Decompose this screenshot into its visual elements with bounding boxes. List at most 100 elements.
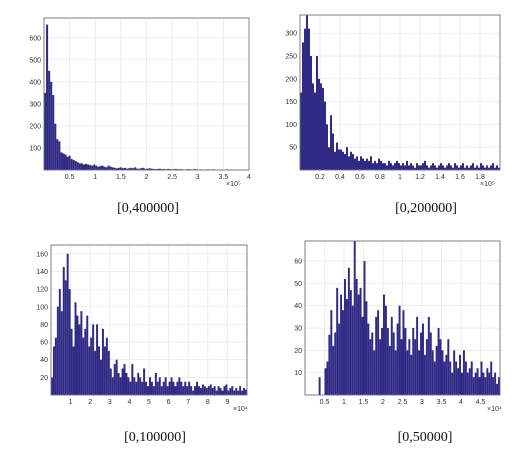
histogram-bar (464, 361, 467, 395)
histogram-bar (402, 163, 404, 170)
histogram-bar (156, 381, 159, 395)
histogram-bar (150, 168, 153, 170)
histogram-bar (131, 364, 134, 395)
histogram-bar (125, 372, 128, 395)
histogram-bar (369, 339, 372, 395)
histogram-bar (406, 160, 408, 170)
histogram-bar (424, 160, 426, 170)
x-tick-label: 3 (196, 174, 200, 181)
histogram-bar (241, 390, 244, 395)
histogram-bar (100, 359, 102, 395)
histogram-bar (172, 381, 175, 395)
histogram-bar (158, 377, 161, 395)
histogram-bar (56, 139, 59, 170)
histogram-panel-3: 1 2 3 4 5 6 7 8 9 ×10⁴ 20 40 60 80 100 120 140 160 [0,1000… (36, 244, 248, 445)
histogram-bar (362, 158, 364, 170)
histogram-bar (186, 386, 189, 395)
histogram-bar (455, 361, 458, 395)
histogram-bar (451, 372, 454, 395)
histogram-bar (312, 83, 314, 170)
histogram-bar (193, 169, 196, 170)
histogram-bar (245, 389, 247, 395)
histogram-bar (492, 163, 494, 170)
histogram-bar (143, 368, 146, 395)
y-tick-label: 150 (285, 99, 297, 106)
y-tick-label: 80 (40, 322, 48, 329)
histogram-bar (464, 167, 466, 170)
histogram-bar (432, 163, 434, 170)
histogram-bar (187, 169, 190, 170)
histogram-bar (119, 377, 122, 395)
histogram-bar (496, 165, 498, 170)
histogram-bar (194, 386, 197, 395)
histogram-bar (440, 163, 442, 170)
histogram-bar (68, 289, 71, 395)
histogram-bar (225, 384, 228, 395)
histogram-bar (406, 350, 409, 395)
histogram-bar (374, 160, 376, 170)
histogram-bar (138, 168, 141, 170)
histogram-bar (207, 386, 210, 395)
x-tick-label: 0.8 (375, 174, 385, 181)
histogram-bar (456, 165, 458, 170)
histogram-bar (368, 160, 370, 170)
histogram-bar (94, 350, 97, 395)
histogram-bar (410, 354, 413, 395)
histogram-bar (92, 324, 95, 395)
histogram-bar (414, 339, 417, 395)
histogram-bar (88, 346, 91, 395)
histogram-bar (196, 381, 198, 395)
histogram-bar (46, 24, 49, 170)
histogram-bar (314, 92, 316, 170)
histogram-bar (324, 368, 327, 395)
y-tick-label: 200 (29, 123, 41, 130)
histogram-bar (363, 261, 366, 395)
histogram-bar (123, 364, 126, 395)
histogram-bar (54, 337, 57, 395)
histogram-bar (383, 294, 385, 395)
histogram-bar (476, 368, 479, 395)
histogram-bar (334, 151, 336, 170)
y-tick-label: 120 (36, 287, 48, 294)
histogram-bar (328, 147, 330, 170)
histogram-bar (418, 350, 421, 395)
histogram-bar (488, 372, 491, 395)
panel-caption: [0,400000] (117, 201, 179, 216)
histogram-bar (318, 78, 320, 170)
histogram-bar (412, 165, 414, 170)
histogram-bar (371, 332, 374, 395)
histogram-bar (334, 332, 337, 395)
histogram-bar (476, 165, 478, 170)
histogram-bar (90, 337, 93, 395)
histogram-bar (52, 95, 55, 170)
y-tick-label: 160 (36, 251, 48, 258)
histogram-bar (448, 163, 450, 170)
y-tick-label: 50 (289, 145, 297, 152)
histogram-bar (103, 166, 106, 170)
histogram-panel-1: 0.5 1 1.5 2 2.5 3 3.5 4 ×10⁵ 100 200 300 400 500 600 [0… (29, 17, 251, 216)
histogram-bar (382, 163, 384, 170)
histogram-bar (380, 160, 382, 170)
histogram-bar (379, 339, 382, 395)
histogram-bar (93, 164, 96, 170)
histogram-bar (180, 381, 183, 395)
histogram-bar (474, 372, 477, 395)
histogram-bar (345, 299, 348, 395)
histogram-bar (441, 350, 444, 395)
histogram-bar (164, 377, 167, 395)
histogram-bar (400, 165, 402, 170)
histogram-bar (109, 368, 112, 395)
histogram-bar (482, 165, 484, 170)
histogram-bar (86, 315, 89, 395)
histogram-bar (105, 167, 108, 170)
histogram-bar (44, 92, 47, 170)
histogram-bar (338, 149, 340, 170)
histogram-bar (154, 372, 157, 395)
histogram-bar (357, 294, 360, 395)
x-tick-label: 1 (342, 399, 346, 406)
histogram-bar (99, 166, 102, 170)
histogram-bar (117, 372, 120, 395)
histogram-bar (175, 168, 178, 170)
histogram-bar (80, 163, 83, 170)
histogram-bar (348, 156, 350, 170)
